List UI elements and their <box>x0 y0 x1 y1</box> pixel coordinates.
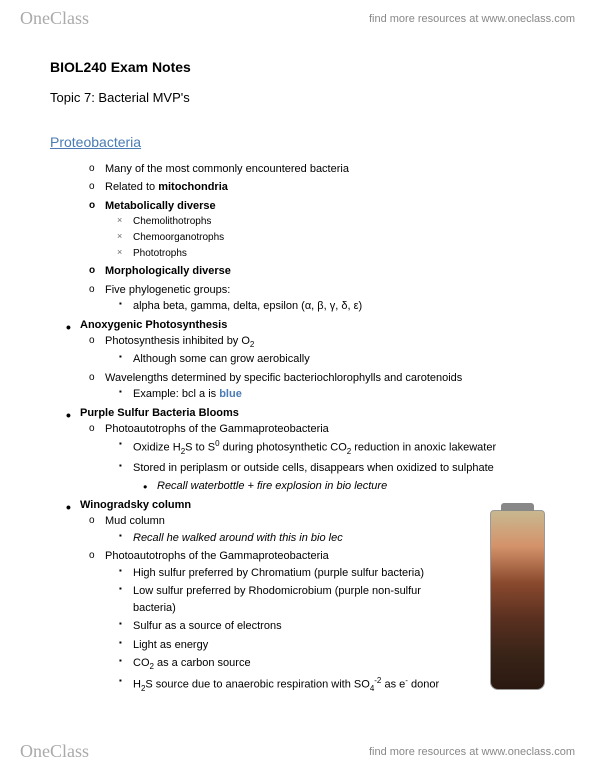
list-item: Chemolithotrophs <box>133 214 545 229</box>
winogradsky-section: Winogradsky column Mud column Recall he … <box>50 497 545 696</box>
list-item: Winogradsky column Mud column Recall he … <box>80 497 545 696</box>
winogradsky-column-image <box>490 510 545 690</box>
document-content: BIOL240 Exam Notes Topic 7: Bacterial MV… <box>0 37 595 737</box>
page-footer: OneClass find more resources at www.onec… <box>0 733 595 770</box>
list-item: alpha beta, gamma, delta, epsilon (α, β,… <box>133 298 545 315</box>
list-item: H2S source due to anaerobic respiration … <box>133 675 445 695</box>
list-item: Light as energy <box>133 637 445 654</box>
list-item: Sulfur as a source of electrons <box>133 618 445 635</box>
list-item: Example: bcl a is blue <box>133 386 545 403</box>
list-item: Many of the most commonly encountered ba… <box>105 161 545 178</box>
purple-sulfur-section: Purple Sulfur Bacteria Blooms Photoautot… <box>50 405 545 495</box>
anoxygenic-section: Anoxygenic Photosynthesis Photosynthesis… <box>50 317 545 403</box>
page-header: OneClass find more resources at www.onec… <box>0 0 595 37</box>
list-item: Phototrophs <box>133 246 545 261</box>
list-item: Metabolically diverse Chemolithotrophs C… <box>105 198 545 262</box>
list-item: Photosynthesis inhibited by O2 Although … <box>105 333 545 368</box>
list-item: Photoautotrophs of the Gammaproteobacter… <box>105 548 545 695</box>
list-item: Anoxygenic Photosynthesis Photosynthesis… <box>80 317 545 403</box>
list-item: Oxidize H2S to S0 during photosynthetic … <box>133 438 545 458</box>
list-item: Mud column Recall he walked around with … <box>105 513 545 546</box>
list-item: Photoautotrophs of the Gammaproteobacter… <box>105 421 545 494</box>
section-heading-proteobacteria: Proteobacteria <box>50 132 545 153</box>
list-item: CO2 as a carbon source <box>133 655 445 673</box>
list-item: Wavelengths determined by specific bacte… <box>105 370 545 403</box>
list-item: Low sulfur preferred by Rhodomicrobium (… <box>133 583 445 616</box>
list-item: Although some can grow aerobically <box>133 351 545 368</box>
list-item: Morphologically diverse <box>105 263 545 280</box>
document-title: BIOL240 Exam Notes <box>50 57 545 78</box>
header-tagline: find more resources at www.oneclass.com <box>369 13 575 25</box>
list-item: Purple Sulfur Bacteria Blooms Photoautot… <box>80 405 545 495</box>
list-item: Recall waterbottle + fire explosion in b… <box>157 478 545 495</box>
list-item: Stored in periplasm or outside cells, di… <box>133 460 545 477</box>
footer-tagline: find more resources at www.oneclass.com <box>369 746 575 758</box>
list-item: Recall he walked around with this in bio… <box>133 530 545 547</box>
brand-logo-footer: OneClass <box>20 741 89 762</box>
brand-logo: OneClass <box>20 8 89 29</box>
list-item: Related to mitochondria <box>105 179 545 196</box>
proteobacteria-list: Many of the most commonly encountered ba… <box>50 161 545 315</box>
list-item: High sulfur preferred by Chromatium (pur… <box>133 565 445 582</box>
list-item: Chemoorganotrophs <box>133 230 545 245</box>
list-item: Five phylogenetic groups: alpha beta, ga… <box>105 282 545 315</box>
topic-line: Topic 7: Bacterial MVP's <box>50 88 545 108</box>
